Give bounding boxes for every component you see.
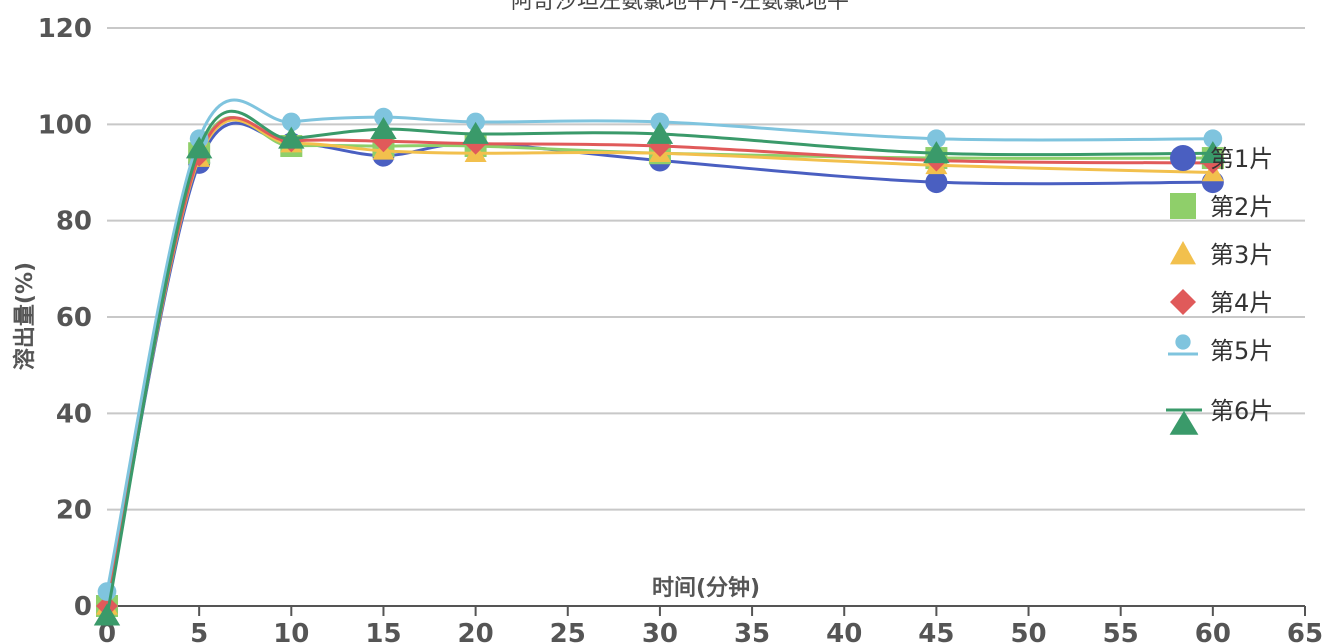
series-line [105, 116, 1213, 607]
legend-label: 第3片 [1210, 241, 1273, 269]
data-point [923, 141, 950, 164]
y-tick-label: 120 [38, 14, 92, 44]
series-line [105, 98, 1213, 592]
series-line [105, 121, 1213, 607]
series-line [105, 118, 1213, 607]
legend-marker [1170, 145, 1196, 171]
x-tick-label: 40 [826, 619, 862, 644]
series-2 [96, 115, 1224, 617]
data-point [927, 129, 946, 149]
legend-marker [1170, 289, 1196, 315]
x-tick-label: 55 [1103, 619, 1139, 644]
x-tick-label: 30 [642, 619, 678, 644]
y-tick-label: 0 [74, 592, 92, 622]
chart-title: 阿奇沙坦左氨氯地平片-左氨氯地平 [511, 0, 849, 14]
y-tick-label: 80 [56, 207, 92, 237]
series-3 [96, 118, 1224, 615]
legend-marker [1169, 410, 1199, 435]
data-point [278, 126, 305, 149]
series-4 [96, 116, 1224, 617]
x-tick-label: 20 [458, 619, 494, 644]
series-line [105, 115, 1213, 607]
x-tick-label: 50 [1010, 619, 1046, 644]
legend-marker [1170, 193, 1196, 219]
y-tick-label: 20 [56, 496, 92, 526]
x-tick-label: 45 [918, 619, 954, 644]
legend-label: 第4片 [1210, 289, 1273, 317]
y-tick-label: 100 [38, 110, 92, 140]
data-point [646, 121, 674, 144]
data-point [925, 171, 948, 194]
x-tick-label: 60 [1195, 619, 1231, 644]
legend-label: 第5片 [1210, 337, 1273, 365]
y-tick-label: 60 [56, 303, 92, 333]
data-point [281, 112, 301, 132]
data-point [1203, 129, 1223, 149]
grid-layer [107, 27, 1305, 511]
x-tick-label: 35 [734, 619, 770, 644]
legend-marker [1170, 241, 1196, 265]
data-point [185, 136, 213, 159]
y-axis-title: 溶出量(%) [12, 262, 38, 370]
data-point [370, 117, 397, 140]
legend-label: 第1片 [1210, 145, 1273, 173]
series-line [105, 109, 1213, 616]
legend-marker [1175, 334, 1191, 350]
legend-label: 第6片 [1210, 397, 1273, 425]
series-1 [96, 121, 1224, 617]
data-point [93, 603, 121, 626]
series-5 [97, 98, 1223, 601]
legend-item-2: 第2片 [1170, 193, 1273, 221]
x-axis-title: 时间(分钟) [652, 575, 760, 601]
series-layer [93, 98, 1227, 626]
x-tick-label: 65 [1287, 619, 1323, 644]
legend-item-1: 第1片 [1170, 145, 1273, 173]
y-tick-label: 40 [56, 399, 92, 429]
legend-label: 第2片 [1210, 193, 1273, 221]
legend-item-6: 第6片 [1166, 397, 1273, 435]
data-point [462, 121, 489, 144]
legend-item-5: 第5片 [1168, 334, 1273, 365]
x-tick-label: 15 [365, 619, 401, 644]
legend-item-4: 第4片 [1170, 289, 1273, 317]
x-tick-label: 10 [273, 619, 309, 644]
x-tick-label: 25 [550, 619, 586, 644]
series-6 [93, 109, 1227, 626]
legend-item-3: 第3片 [1170, 241, 1273, 269]
x-tick-label: 5 [190, 619, 208, 644]
data-point [1199, 141, 1227, 164]
